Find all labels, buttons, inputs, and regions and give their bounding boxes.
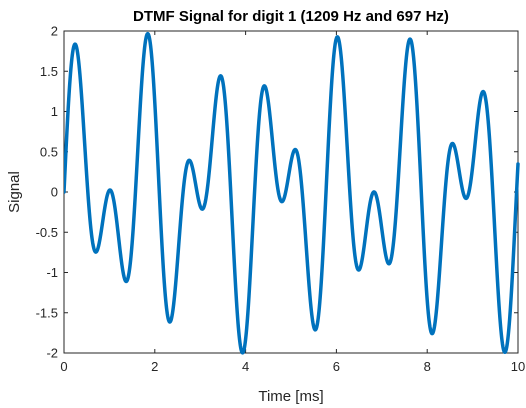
signal-line <box>64 31 520 355</box>
y-tick-label: 2 <box>51 24 58 39</box>
x-tick-label: 2 <box>151 359 158 374</box>
x-tick-label: 8 <box>424 359 431 374</box>
axes-box <box>63 30 519 354</box>
x-tick-label: 6 <box>333 359 340 374</box>
x-tick-label: 4 <box>242 359 249 374</box>
x-axis-label: Time [ms] <box>258 388 323 405</box>
plot-area <box>63 30 519 354</box>
x-tick-label: 10 <box>511 359 525 374</box>
y-tick-label: 0 <box>51 185 58 200</box>
x-tick-label: 0 <box>60 359 67 374</box>
y-axis-label: Signal <box>6 171 23 213</box>
ticks-layer: 0 2 4 6 8 10 -2 -1.5 -1 -0.5 0 0.5 1 1.5 2 <box>36 24 526 375</box>
y-tick-label: -2 <box>46 346 58 361</box>
series-layer <box>64 31 520 355</box>
y-tick-label: -0.5 <box>36 225 58 240</box>
y-tick-label: -1 <box>46 265 58 280</box>
y-tick-label: 1.5 <box>40 64 58 79</box>
y-tick-label: 0.5 <box>40 144 58 159</box>
chart-title: DTMF Signal for digit 1 (1209 Hz and 697… <box>133 8 449 25</box>
y-tick-label: 1 <box>51 104 58 119</box>
y-tick-label: -1.5 <box>36 305 58 320</box>
